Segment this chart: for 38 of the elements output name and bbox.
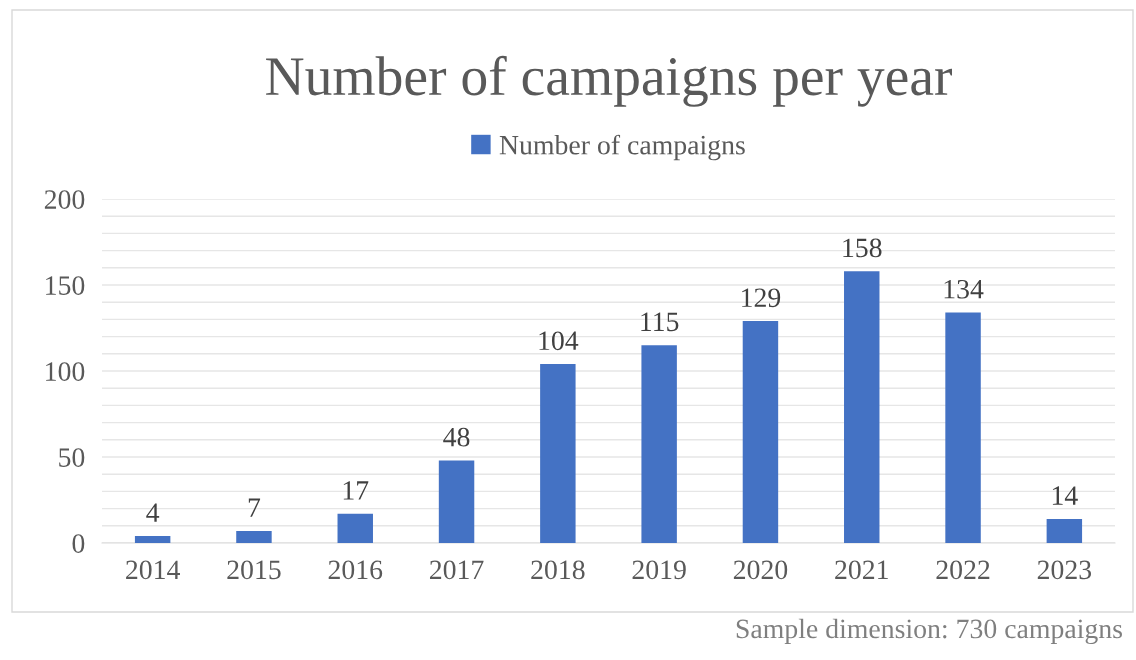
x-tick-label: 2014	[126, 560, 180, 580]
x-tick-label: 2023	[1037, 560, 1092, 580]
bar	[742, 321, 779, 543]
x-tick-label: 2017	[429, 560, 484, 580]
data-label: 48	[443, 427, 470, 447]
y-tick-label: 50	[59, 448, 85, 467]
data-label: 129	[742, 288, 781, 308]
data-label: 104	[539, 331, 579, 351]
bar	[236, 530, 272, 543]
data-label: 7	[248, 498, 261, 517]
bar	[641, 345, 677, 543]
y-tick-label: 100	[46, 362, 85, 381]
x-tick-label: 2020	[733, 560, 788, 580]
bar	[438, 460, 475, 543]
text: Sample dimension: 730 campaigns	[736, 618, 1122, 644]
data-label: 134	[944, 279, 984, 299]
chart-title: Number of campaigns per year	[266, 55, 952, 107]
bar	[945, 312, 981, 543]
bar	[337, 513, 373, 543]
bar	[540, 364, 576, 543]
data-label: 14	[1052, 486, 1078, 505]
legend-label: Number of campaigns	[499, 134, 745, 161]
x-tick-label: 2022	[936, 560, 990, 580]
data-label: 17	[343, 481, 369, 500]
x-tick-label: 2019	[632, 560, 686, 580]
y-tick-label: 150	[46, 276, 85, 295]
data-label: 4	[146, 503, 160, 522]
y-tick-label: 0	[72, 534, 85, 553]
data-label: 158	[843, 238, 882, 258]
x-tick-label: 2015	[227, 560, 281, 580]
bar	[1046, 518, 1083, 543]
x-tick-label: 2021	[835, 560, 888, 580]
data-label: 115	[641, 312, 679, 332]
bar	[844, 271, 880, 543]
bar	[134, 536, 171, 543]
x-tick-label: 2018	[531, 560, 585, 580]
x-tick-label: 2016	[328, 560, 383, 580]
y-tick-label: 200	[44, 190, 85, 209]
